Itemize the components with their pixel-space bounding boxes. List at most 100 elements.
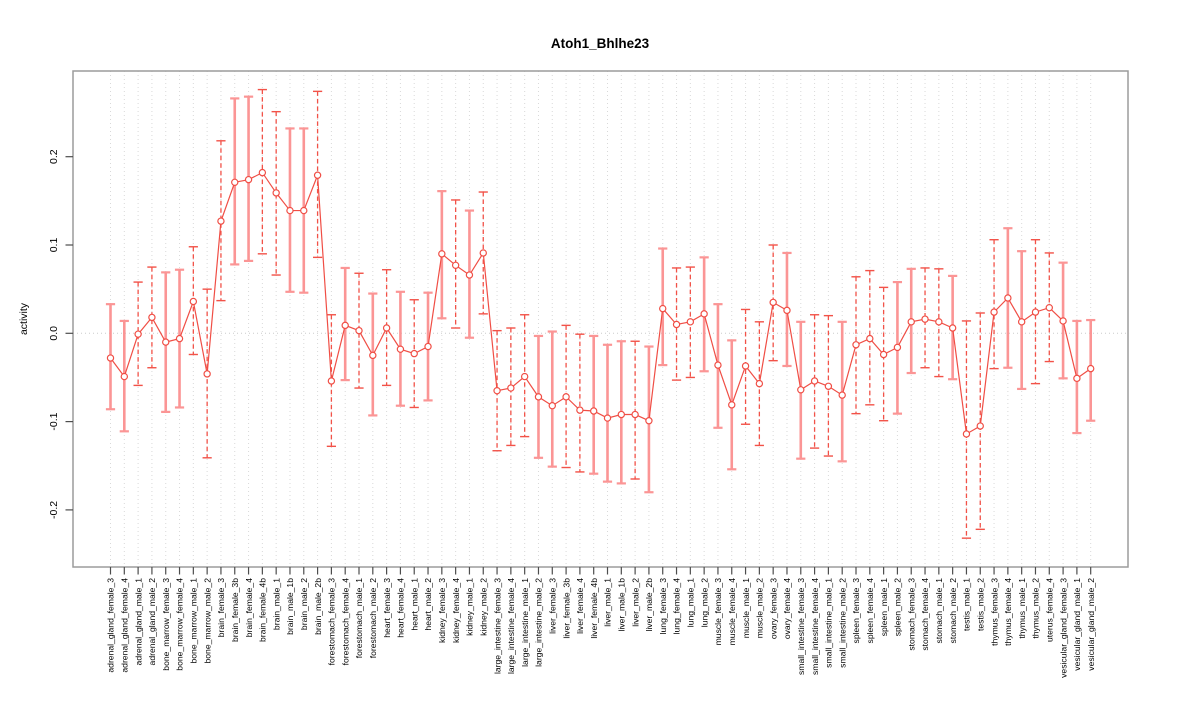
plot-frame <box>72 70 1129 568</box>
x-tick-label: small_intestine_male_2 <box>837 578 847 668</box>
data-point <box>976 422 984 430</box>
data-point <box>603 414 612 422</box>
x-tick-label: brain_female_4b <box>258 578 268 642</box>
x-tick-label: lung_female_4 <box>672 578 682 635</box>
data-point <box>451 261 460 270</box>
data-point <box>355 326 363 335</box>
x-tick-label: stomach_female_4 <box>920 578 930 651</box>
x-tick-label: vesicular_gland_female_3 <box>1058 578 1068 678</box>
x-tick-label: heart_female_4 <box>396 578 406 638</box>
data-point <box>866 334 874 343</box>
x-tick-label: forestomach_male_2 <box>368 578 378 658</box>
x-tick-label: large_intestine_female_4 <box>506 578 516 674</box>
data-point <box>935 318 943 326</box>
x-tick-label: spleen_male_2 <box>893 578 903 637</box>
x-tick-label: bone_marrow_female_3 <box>161 578 171 671</box>
data-point <box>493 386 501 395</box>
x-tick-label: muscle_male_1 <box>741 578 751 638</box>
plot-area: -0.2 -0.1 0.0 0.1 0.2 adrenal_gland_female_3 a… <box>48 70 1129 678</box>
x-tick-label: liver_male_2 <box>630 578 640 627</box>
data-point <box>893 343 902 352</box>
x-tick-label: stomach_female_3 <box>906 578 916 651</box>
data-point <box>1059 317 1067 325</box>
x-tick-label: testis_male_1 <box>962 578 972 631</box>
y-tick-label: 0.1 <box>48 238 60 253</box>
x-tick-label: adrenal_gland_female_4 <box>120 578 130 673</box>
x-tick-label: forestomach_male_1 <box>354 578 364 658</box>
x-tick-label: lung_male_2 <box>699 578 709 627</box>
x-tick-label: forestomach_female_4 <box>340 578 350 666</box>
data-point <box>659 304 667 313</box>
x-tick-label: thymus_male_1 <box>1017 578 1027 639</box>
x-tick-label: spleen_female_4 <box>865 578 875 644</box>
x-tick-label: small_intestine_female_4 <box>810 578 820 675</box>
data-point <box>465 271 474 279</box>
data-point <box>810 377 819 385</box>
data-point <box>534 393 543 401</box>
x-tick-label: ovary_female_3 <box>768 578 778 639</box>
data-point <box>189 297 198 306</box>
data-point <box>1004 294 1012 302</box>
x-tick-label: lung_female_3 <box>658 578 668 635</box>
x-tick-label: kidney_male_2 <box>478 578 488 636</box>
x-tick-label: forestomach_female_3 <box>327 578 337 666</box>
x-tick-label: liver_female_4 <box>575 578 585 634</box>
x-tick-label: thymus_female_3 <box>989 578 999 646</box>
y-tick-label: -0.2 <box>48 501 60 519</box>
data-point <box>162 338 170 346</box>
data-point <box>714 361 722 369</box>
data-point <box>313 171 322 179</box>
data-point <box>838 391 846 399</box>
x-tick-label: heart_female_3 <box>382 578 392 638</box>
data-point <box>672 320 681 329</box>
x-tick-label: large_intestine_female_3 <box>492 578 502 674</box>
x-tick-label: stomach_male_1 <box>934 578 944 644</box>
data-point <box>741 362 750 370</box>
x-tick-label: uterus_female_4 <box>1044 578 1054 642</box>
x-tick-label: ovary_female_4 <box>782 578 792 639</box>
data-point <box>852 341 860 349</box>
data-point <box>948 324 957 332</box>
data-point <box>783 306 791 315</box>
x-tick-label: bone_marrow_male_1 <box>189 578 199 664</box>
data-point <box>589 407 598 415</box>
data-point <box>258 168 267 177</box>
x-tick-label: large_intestine_male_1 <box>520 578 530 667</box>
data-point <box>217 217 225 225</box>
x-tick-label: kidney_female_4 <box>451 578 461 643</box>
x-tick-label: muscle_female_3 <box>713 578 723 646</box>
data-point <box>424 342 432 351</box>
data-point <box>700 310 708 318</box>
x-tick-label: liver_male_1b <box>617 578 627 632</box>
x-tick-label: heart_male_2 <box>423 578 433 631</box>
data-point <box>410 349 418 358</box>
x-tick-label: adrenal_gland_male_1 <box>133 578 143 666</box>
data-point <box>990 308 998 316</box>
x-tick-label: large_intestine_male_2 <box>534 578 544 667</box>
data-point <box>175 334 184 343</box>
data-point <box>148 313 156 322</box>
data-point <box>106 354 115 362</box>
x-tick-label: lung_male_1 <box>686 578 696 627</box>
data-point <box>520 372 529 381</box>
data-point <box>824 382 833 390</box>
data-point <box>479 249 487 257</box>
x-tick-label: liver_female_4b <box>589 578 599 639</box>
x-tick-label: liver_female_3 <box>547 578 557 634</box>
x-tick-label: testis_male_2 <box>975 578 985 631</box>
x-tick-label: muscle_female_4 <box>727 578 737 646</box>
data-point <box>1045 303 1053 312</box>
data-point <box>286 206 294 215</box>
x-tick-label: liver_male_1 <box>603 578 613 627</box>
data-point <box>120 372 129 381</box>
x-tick-label: spleen_male_1 <box>879 578 889 637</box>
data-point <box>879 350 888 359</box>
data-point <box>1073 374 1081 383</box>
y-axis-label: activity <box>18 302 30 335</box>
y-tick-label: -0.1 <box>48 412 60 430</box>
x-tick-label: brain_male_2b <box>313 578 323 635</box>
x-tick-label: brain_female_3b <box>230 578 240 642</box>
